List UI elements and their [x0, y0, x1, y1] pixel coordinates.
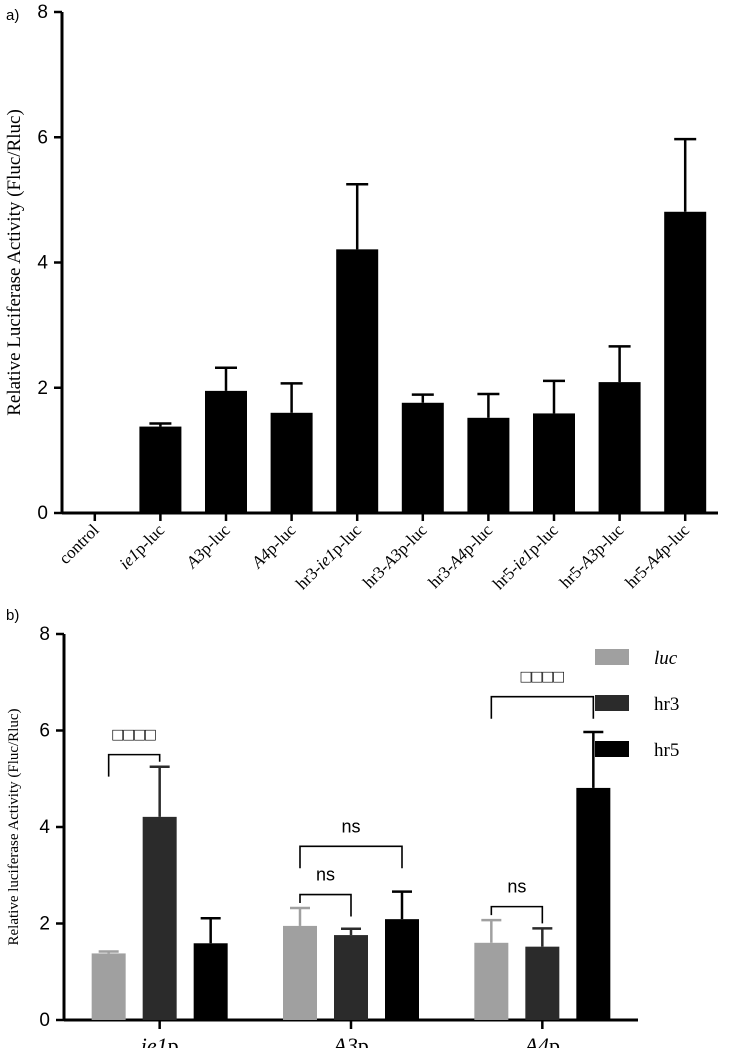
panel-a-y-tick-label: 6 [37, 127, 48, 148]
panel-b-y-tick-label: 4 [39, 817, 50, 838]
panel-b-legend-label: luc [654, 648, 678, 669]
panel-b-significance-label: □□□□ [112, 725, 156, 745]
panel-b-bar [474, 942, 509, 1020]
panel-a-bar [467, 417, 510, 513]
panel-b-bar [525, 946, 560, 1020]
panel-b: b) 0 2 4 6 8 Relative luciferase Activity (Flu… [6, 607, 679, 1048]
panel-b-significance-label: □□□□ [521, 667, 565, 687]
panel-b-y-tick-label: 0 [39, 1010, 50, 1031]
panel-b-x-tick-label: A3p [331, 1033, 368, 1048]
panel-b-label: b) [6, 607, 19, 624]
panel-a-y-axis-title: Relative Luciferase Activity (Fluc/Rluc) [4, 109, 25, 416]
panel-a-bar [139, 426, 182, 513]
panel-b-significance-bracket [490, 695, 595, 719]
panel-b-bar [283, 925, 317, 1020]
panel-b-bar [385, 919, 419, 1020]
panel-a: a) 0 2 4 6 8 Relative Luciferase Activity (Flu… [4, 2, 718, 593]
panel-b-y-tick-label: 2 [39, 914, 50, 935]
panel-a-y-tick-label: 4 [37, 253, 48, 274]
panel-b-bar [576, 787, 611, 1020]
panel-a-x-tick-label: hr3-A3p-luc [359, 520, 431, 592]
panel-a-bar [401, 402, 444, 513]
panel-b-y-tick-label: 8 [39, 624, 50, 645]
panel-a-bar [664, 211, 707, 513]
panel-a-x-tick-label: A4p-luc [247, 520, 300, 573]
panel-a-x-tick-label: control [55, 520, 103, 568]
panel-a-x-tick-label: A3p-luc [182, 520, 235, 573]
panel-b-bar [91, 953, 126, 1020]
panel-a-x-tick-label: hr3-A4p-luc [425, 520, 497, 592]
panel-a-x-tick-label: hr5-A4p-luc [622, 520, 694, 592]
panel-b-bar [334, 935, 368, 1020]
panel-b-y-tick-label: 6 [39, 721, 50, 742]
panel-b-significance-label: ns [341, 816, 360, 836]
panel-b-bar [193, 943, 228, 1020]
panel-a-x-tick-label: hr5-A3p-luc [556, 520, 628, 592]
panel-a-x-tick-label: hr3-ie1p-luc [292, 520, 365, 593]
panel-b-legend-swatch [595, 741, 629, 757]
panel-b-significance-label: ns [316, 865, 335, 885]
panel-b-x-tick-label: ie1p [141, 1033, 179, 1048]
panel-a-bar [336, 249, 379, 513]
panel-a-bar [533, 413, 575, 513]
panel-b-legend-swatch [595, 695, 629, 711]
panel-b-y-axis-title: Relative luciferase Activity (Fluc/Rluc) [6, 708, 22, 945]
panel-a-label: a) [6, 7, 19, 24]
panel-a-x-tick-label: hr5-ie1p-luc [489, 520, 562, 593]
panel-b-significance-bracket [107, 753, 161, 777]
panel-b-x-tick-label: A4p [523, 1033, 560, 1048]
panel-a-x-tick-label: ie1p-luc [115, 520, 168, 573]
panel-a-bar [205, 390, 247, 513]
panel-a-bar [270, 412, 313, 513]
panel-a-bar [598, 382, 641, 513]
panel-b-significance-label: ns [507, 877, 526, 897]
panel-a-y-tick-label: 8 [37, 2, 48, 23]
panel-b-legend-swatch [595, 649, 629, 665]
panel-a-y-tick-label: 0 [37, 503, 48, 524]
panel-b-legend-label: hr5 [654, 740, 679, 761]
panel-b-significance-bracket [299, 893, 352, 917]
panel-a-y-tick-label: 2 [37, 378, 48, 399]
panel-b-significance-bracket [299, 845, 403, 869]
panel-b-legend-label: hr3 [654, 694, 679, 715]
panel-b-significance-bracket [490, 905, 544, 924]
panel-b-bar [142, 816, 177, 1020]
